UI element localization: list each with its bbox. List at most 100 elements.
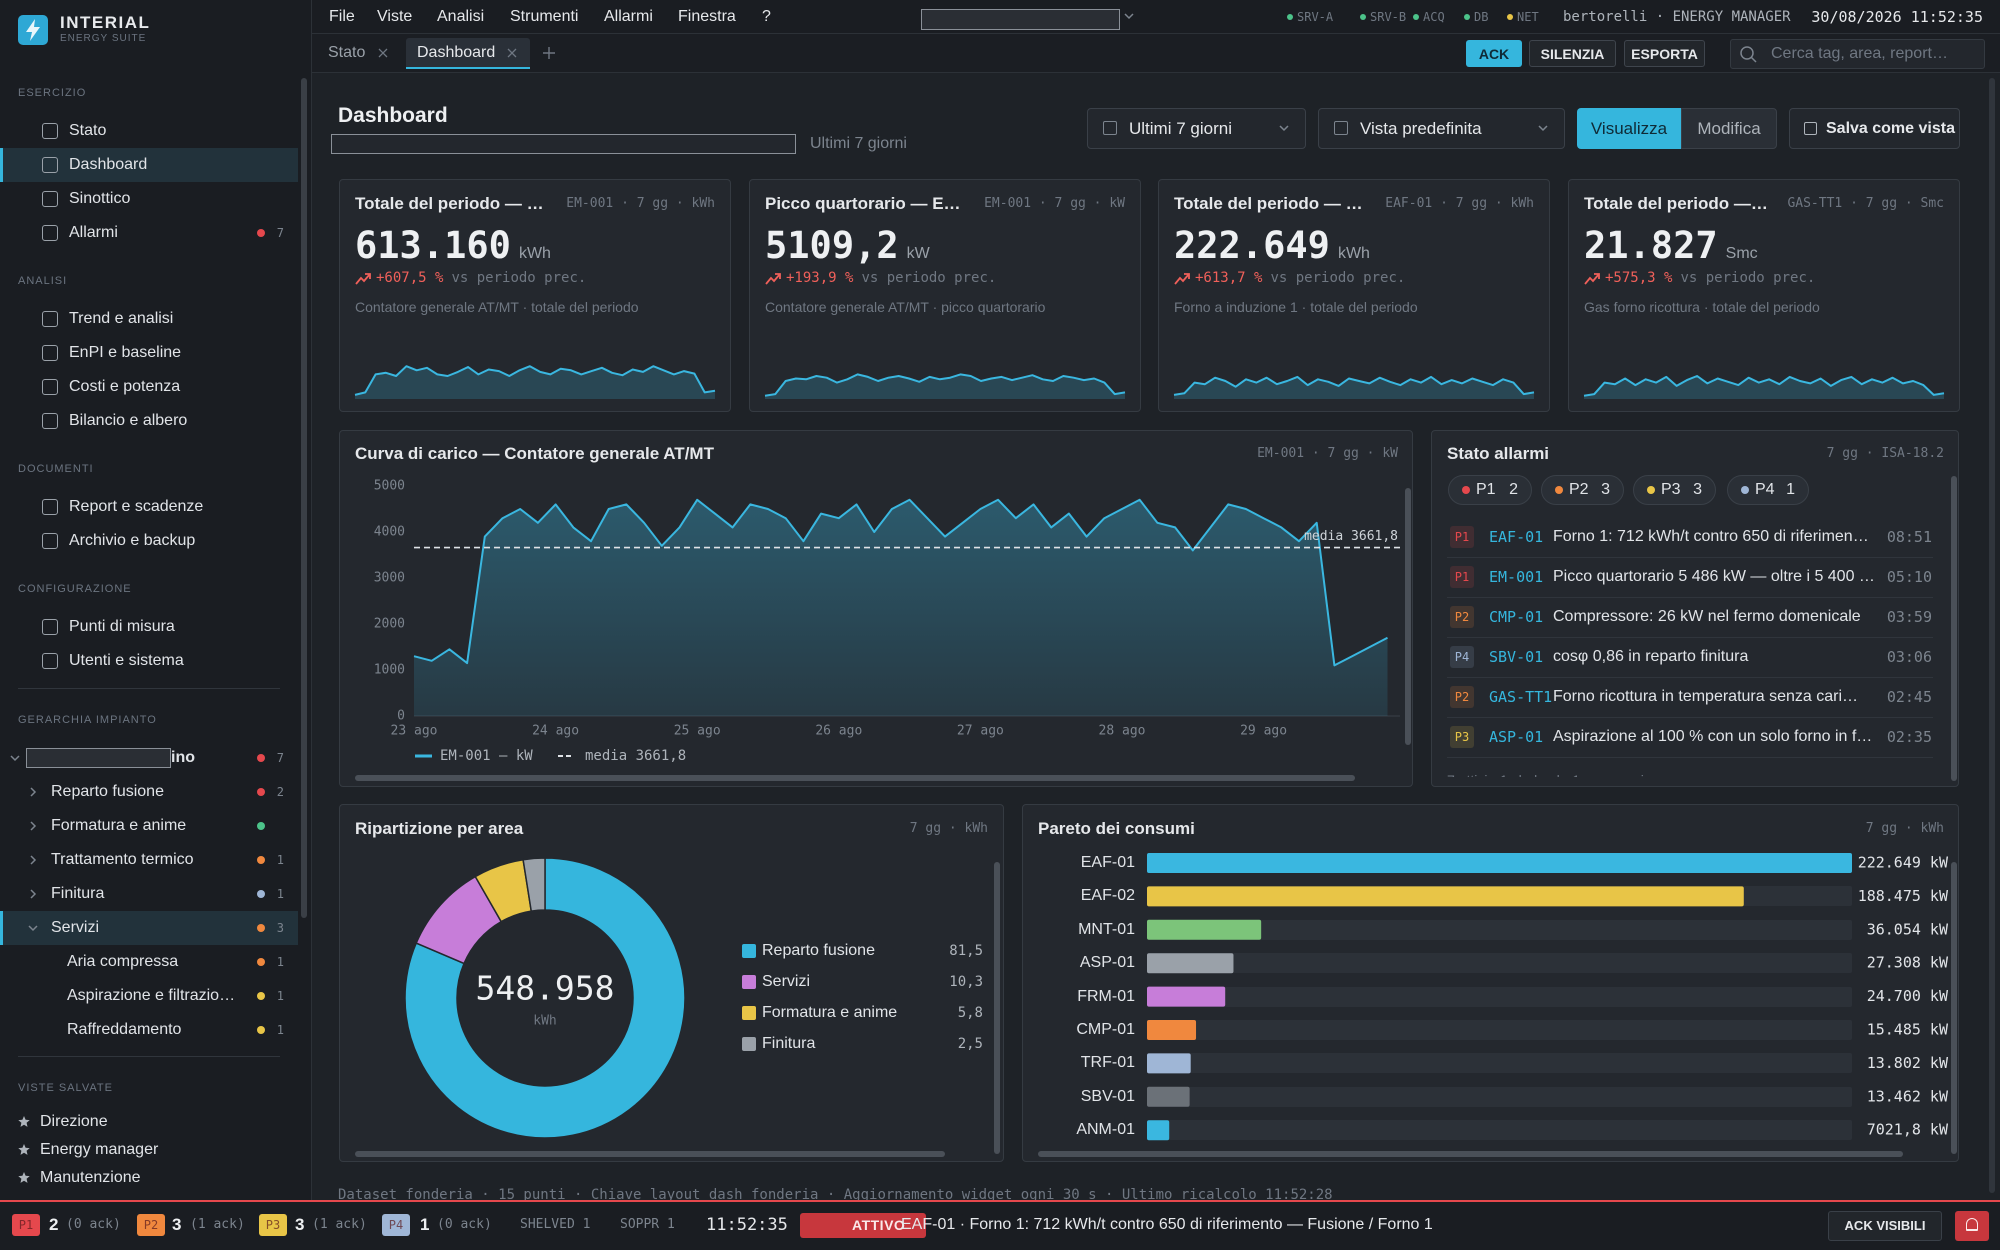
legend-value: 2,5 [957, 1036, 983, 1052]
alarm-text[interactable]: cosφ 0,86 in reparto finitura [1553, 648, 1749, 665]
nav-item[interactable]: EnPI e baseline [69, 344, 182, 361]
toolbar-button-label: ESPORTA [1631, 46, 1698, 62]
nav-item[interactable]: Archivio e backup [69, 532, 196, 549]
mode-button[interactable] [1681, 108, 1777, 149]
alarm-text[interactable]: Compressore: 26 kW nel fermo domenicale [1553, 608, 1861, 625]
kpi-delta-row: +193,9 % vs periodo prec. [786, 267, 996, 289]
nav-item[interactable]: Dashboard [69, 156, 148, 173]
tree-root[interactable]: ino [171, 749, 195, 766]
tree-item[interactable]: Trattamento termico [51, 851, 194, 868]
nav-item[interactable]: Trend e analisi [69, 310, 174, 327]
search-box[interactable] [1730, 39, 1985, 69]
bar-label: ASP-01 [1079, 954, 1135, 972]
badge-dot [257, 754, 265, 762]
ack-visible-button[interactable] [1828, 1211, 1942, 1241]
chip-dot [1462, 486, 1470, 494]
select-value: Vista predefinita [1360, 119, 1482, 138]
bar-track [1147, 1053, 1852, 1074]
legend-label: Servizi [762, 973, 811, 990]
menu-item[interactable]: Analisi [437, 8, 485, 25]
nav-item[interactable]: Report e scadenze [69, 498, 204, 515]
logo-icon [18, 15, 48, 45]
section-title: VISTE SALVATE [18, 1082, 113, 1094]
nav-item[interactable]: Allarmi [69, 224, 118, 241]
nav-item[interactable]: Sinottico [69, 190, 131, 207]
kpi-delta: +575,3 % [1605, 270, 1673, 286]
status-dot [1464, 14, 1470, 20]
main-scrollbar [1989, 78, 1995, 1193]
nav-item[interactable]: Bilancio e albero [69, 412, 188, 429]
tab-bar [312, 34, 2000, 73]
kpi-description: Gas forno ricottura · totale del periodo [1584, 299, 1820, 315]
tree-item[interactable]: Finitura [51, 885, 105, 902]
tab[interactable]: Stato [328, 44, 366, 61]
priority-badge [1450, 566, 1474, 588]
kpi-delta-text: vs periodo prec. [1680, 270, 1816, 286]
scrollbar [355, 775, 1355, 781]
legend-value: 81,5 [949, 943, 983, 959]
menu-item[interactable]: File [329, 8, 355, 25]
alarm-chip[interactable] [1727, 475, 1809, 505]
priority-ack: (1 ack) [190, 1217, 245, 1232]
toolbar-button[interactable] [1466, 40, 1522, 67]
saved-view[interactable]: Energy manager [40, 1141, 159, 1158]
chip-count: 1 [1786, 481, 1795, 498]
scrollbar [355, 1151, 945, 1157]
nav-icon [42, 619, 58, 635]
alarm-footer: 7 attivi · 1 shelved · 1 soppressi [1447, 769, 1644, 777]
menu-item[interactable]: Allarmi [604, 8, 653, 25]
kpi-delta: +613,7 % [1195, 270, 1263, 286]
badge-dot [257, 958, 265, 966]
tree-item[interactable]: Raffreddamento [67, 1021, 182, 1038]
tree-item[interactable]: Aria compressa [67, 953, 179, 970]
badge-count: 2 [276, 785, 284, 799]
priority-label: P4 [388, 1218, 404, 1232]
saved-view[interactable]: Direzione [40, 1113, 108, 1130]
nav-icon [42, 499, 58, 515]
chart-meta: 7 gg · kWh [1865, 821, 1944, 836]
search-placeholder: Cerca tag, area, report… [1771, 45, 1948, 62]
alarm-text[interactable]: Forno ricottura in temperatura senza car… [1553, 688, 1859, 705]
tree-item[interactable]: Reparto fusione [51, 783, 164, 800]
tree-item[interactable]: Aspirazione e filtrazio… [67, 987, 236, 1004]
save-button[interactable] [1789, 108, 1960, 149]
nav-item[interactable]: Utenti e sistema [69, 652, 184, 669]
nav-item[interactable]: Costi e potenza [69, 378, 181, 395]
alarm-chip[interactable] [1541, 475, 1624, 505]
alarm-tag: EM-001 [1489, 568, 1544, 586]
menu-item[interactable]: Finestra [678, 8, 736, 25]
row-divider [1447, 557, 1933, 558]
select[interactable] [1087, 108, 1306, 149]
alarm-text[interactable]: Aspirazione al 100 % con un solo forno i… [1553, 728, 1873, 745]
legend-value: 5,8 [957, 1005, 983, 1021]
select-icon [1103, 121, 1117, 135]
chip-label: P4 [1755, 481, 1775, 498]
menu-item[interactable]: Strumenti [510, 8, 579, 25]
kpi-description: Contatore generale AT/MT · totale del pe… [355, 299, 639, 315]
mode-button[interactable] [1577, 108, 1681, 149]
scrollbar [1405, 488, 1411, 745]
alarm-text[interactable]: Picco quartorario 5 486 kW — oltre i 5 4… [1553, 568, 1875, 585]
saved-view[interactable]: Manutenzione [40, 1169, 141, 1186]
kpi-value-row: 5109,2 kW [765, 224, 930, 268]
nav-item[interactable]: Stato [69, 122, 107, 139]
toolbar-button[interactable] [1624, 40, 1705, 67]
menu-item[interactable]: Viste [377, 8, 413, 25]
badge-count: 1 [276, 887, 284, 901]
chip-count: 2 [1509, 481, 1518, 498]
alarm-text[interactable]: Forno 1: 712 kWh/t contro 650 di riferim… [1553, 528, 1869, 545]
alarm-chip[interactable] [1633, 475, 1716, 505]
bar-track [1147, 853, 1852, 873]
tree-item[interactable]: Formatura e anime [51, 817, 187, 834]
active-row [0, 911, 298, 945]
nav-item[interactable]: Punti di misura [69, 618, 175, 635]
menu-item[interactable]: ? [762, 8, 771, 25]
kpi-title: Totale del periodo — … [1174, 194, 1363, 213]
select[interactable] [1318, 108, 1565, 149]
tab[interactable]: Dashboard [417, 44, 496, 61]
chip-label: P2 [1569, 481, 1589, 498]
toolbar-button[interactable] [1529, 40, 1616, 67]
kpi-meta: EM-001 · 7 gg · kWh [566, 196, 715, 211]
tree-item[interactable]: Servizi [51, 919, 100, 936]
